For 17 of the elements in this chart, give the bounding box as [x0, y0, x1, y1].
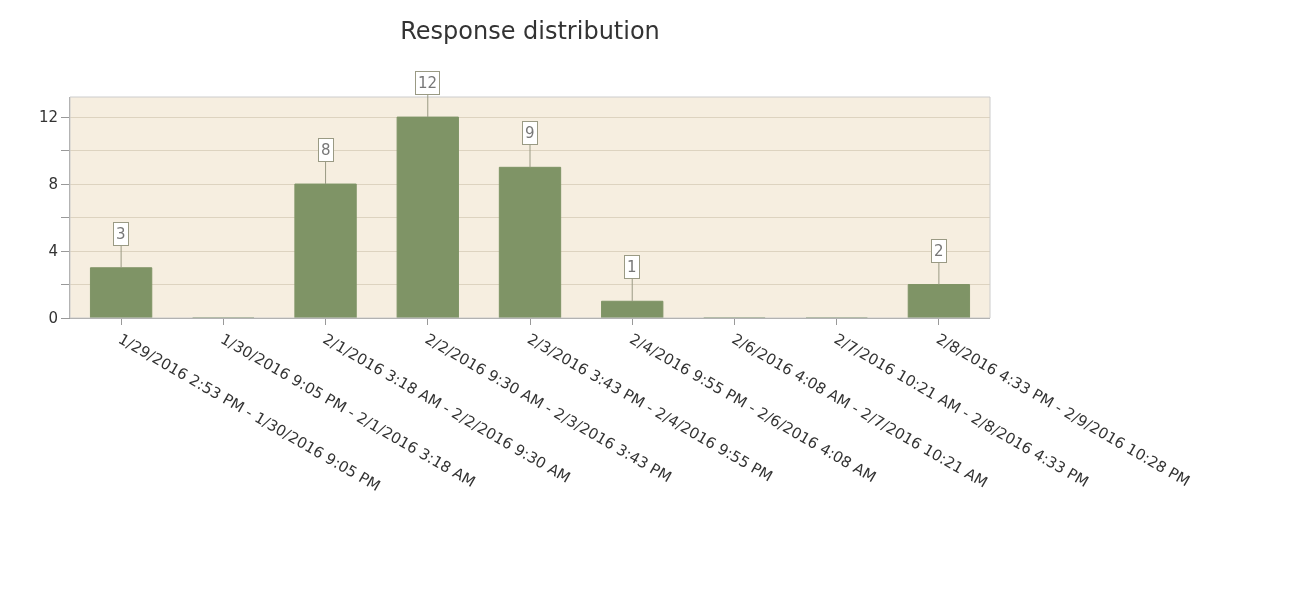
data-label: 12: [418, 74, 438, 92]
bar: [89, 267, 153, 318]
data-label: 2: [934, 242, 944, 260]
bar: [396, 116, 459, 318]
y-tick-label: 8: [48, 175, 58, 194]
y-tick-label: 4: [48, 242, 58, 261]
data-label: 8: [321, 141, 331, 159]
y-tick-label: 12: [38, 108, 58, 127]
data-label: 1: [627, 258, 637, 276]
bar: [498, 166, 562, 318]
bar: [907, 284, 971, 318]
y-tick-label: 0: [48, 309, 58, 328]
data-label: 3: [116, 225, 126, 243]
bar: [294, 183, 357, 318]
chart-title: Response distribution: [400, 16, 660, 45]
data-label: 9: [525, 124, 535, 142]
bar: [601, 300, 664, 318]
